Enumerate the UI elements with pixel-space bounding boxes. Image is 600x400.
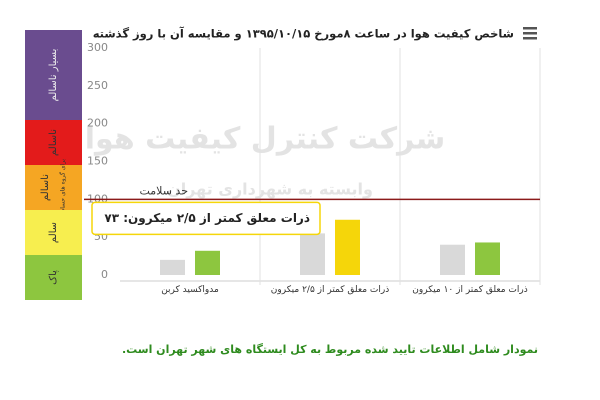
- band-sublabel: برای گروه های حساس: [59, 159, 67, 217]
- aqi-band: [25, 120, 82, 165]
- tooltip-box: [91, 201, 321, 236]
- watermark: شرکت کنترل کیفیت هوا: [85, 122, 446, 157]
- tooltip-text: ذرات معلق کمتر از ۲/۵ میکرون: ۷۳: [104, 211, 310, 226]
- threshold-label: حد سلامت: [139, 184, 188, 197]
- x-tick-label: ذرات معلق کمتر از ۱۰ میکرون: [412, 285, 528, 295]
- x-tick-label: ذرات معلق کمتر از ۲/۵ میکرون: [270, 285, 390, 295]
- band-label: سالم: [48, 222, 59, 243]
- aqi-band: [25, 30, 82, 120]
- y-tick-label: 200: [87, 117, 108, 130]
- band-label: ناسالم: [40, 174, 51, 201]
- note: نمودار شامل اطلاعات تایید شده مربوط به ک…: [121, 343, 538, 356]
- band-label: پاک: [48, 270, 59, 285]
- bar: [440, 244, 465, 275]
- bar: [475, 242, 500, 275]
- chart-title: شاخص کیفیت هوا در ساعت ۸مورخ ۱۳۹۵/۱۰/۱۵ …: [93, 27, 514, 42]
- bar: [335, 219, 360, 275]
- bar: [195, 250, 220, 275]
- watermark: وابسته به شهرداری تهران: [167, 180, 373, 199]
- x-tick-label: مدواکسید کربن: [161, 285, 219, 295]
- bar: [160, 259, 185, 275]
- bar: [300, 233, 325, 275]
- aqi-band: [25, 165, 82, 210]
- menu-icon[interactable]: [523, 27, 537, 40]
- band-label: ناسالم: [48, 129, 59, 156]
- aqi-band: [25, 255, 82, 300]
- aqi-band: [25, 210, 82, 255]
- y-tick-label: 0: [101, 268, 108, 281]
- y-tick-label: 150: [87, 155, 108, 168]
- y-tick-label: 300: [87, 41, 108, 54]
- y-tick-label: 250: [87, 79, 108, 92]
- band-label: بسیار ناسالم: [48, 49, 59, 102]
